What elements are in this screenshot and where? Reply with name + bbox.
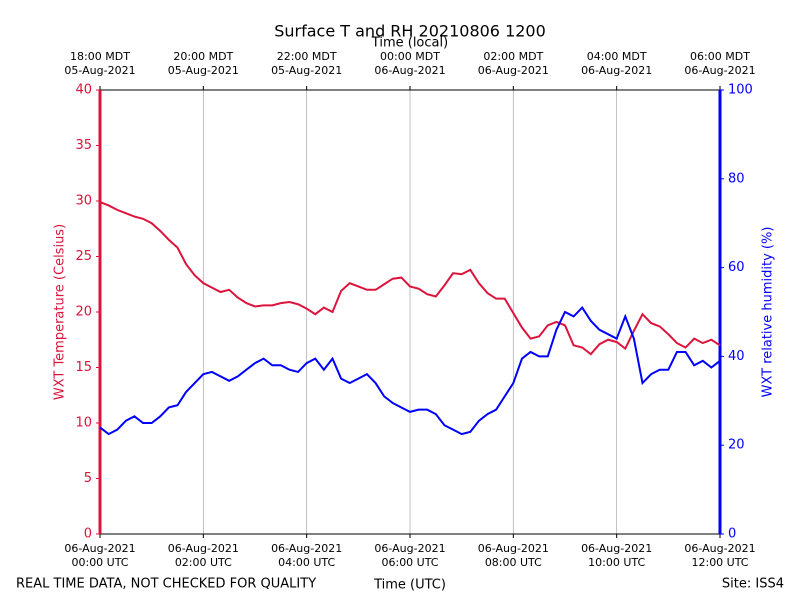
y-tick-label: 10 bbox=[75, 416, 92, 431]
y2-tick-label: 80 bbox=[728, 171, 745, 186]
y-tick-label: 0 bbox=[84, 527, 92, 542]
y-tick-label: 30 bbox=[75, 194, 92, 209]
y-tick-label: 40 bbox=[75, 83, 92, 98]
y2-tick-label: 40 bbox=[728, 349, 745, 364]
y2-tick-label: 0 bbox=[728, 527, 736, 542]
x-tick-label: 06-Aug-2021 12:00 UTC bbox=[684, 542, 756, 569]
y-tick-label: 35 bbox=[75, 138, 92, 153]
x2-axis-label: Time (local) bbox=[371, 36, 448, 51]
footnote: Site: ISS4 bbox=[722, 577, 784, 592]
y2-tick-label: 20 bbox=[728, 438, 745, 453]
x-axis-label: Time (UTC) bbox=[373, 578, 446, 593]
y2-tick-label: 60 bbox=[728, 260, 745, 275]
y2-axis-label: WXT relative humidity (%) bbox=[761, 227, 776, 398]
x-tick-label: 06-Aug-2021 00:00 UTC bbox=[64, 542, 136, 569]
data-line bbox=[99, 201, 721, 356]
x2-tick-label: 18:00 MDT 05-Aug-2021 bbox=[64, 50, 136, 77]
y-axis-label: WXT Temperature (Celsius) bbox=[53, 224, 68, 400]
data-line bbox=[99, 305, 721, 436]
y-tick-label: 15 bbox=[75, 360, 92, 375]
x-tick-label: 06-Aug-2021 04:00 UTC bbox=[271, 542, 343, 569]
x2-tick-label: 20:00 MDT 05-Aug-2021 bbox=[167, 50, 239, 77]
x-tick-label: 06-Aug-2021 02:00 UTC bbox=[167, 542, 239, 569]
x-tick-label: 06-Aug-2021 10:00 UTC bbox=[581, 542, 653, 569]
y2-tick-label: 100 bbox=[728, 83, 753, 98]
x2-tick-label: 04:00 MDT 06-Aug-2021 bbox=[581, 50, 653, 77]
y-tick-label: 25 bbox=[75, 249, 92, 264]
x-tick-label: 06-Aug-2021 08:00 UTC bbox=[477, 542, 549, 569]
y-tick-label: 20 bbox=[75, 305, 92, 320]
chart-title: Surface T and RH 20210806 1200 bbox=[274, 22, 546, 41]
x-tick-label: 06-Aug-2021 06:00 UTC bbox=[374, 542, 446, 569]
x2-tick-label: 06:00 MDT 06-Aug-2021 bbox=[684, 50, 756, 77]
footnote: REAL TIME DATA, NOT CHECKED FOR QUALITY bbox=[16, 577, 316, 592]
x2-tick-label: 00:00 MDT 06-Aug-2021 bbox=[374, 50, 446, 77]
x2-tick-label: 02:00 MDT 06-Aug-2021 bbox=[477, 50, 549, 77]
y-tick-label: 5 bbox=[84, 471, 92, 486]
x2-tick-label: 22:00 MDT 05-Aug-2021 bbox=[271, 50, 343, 77]
